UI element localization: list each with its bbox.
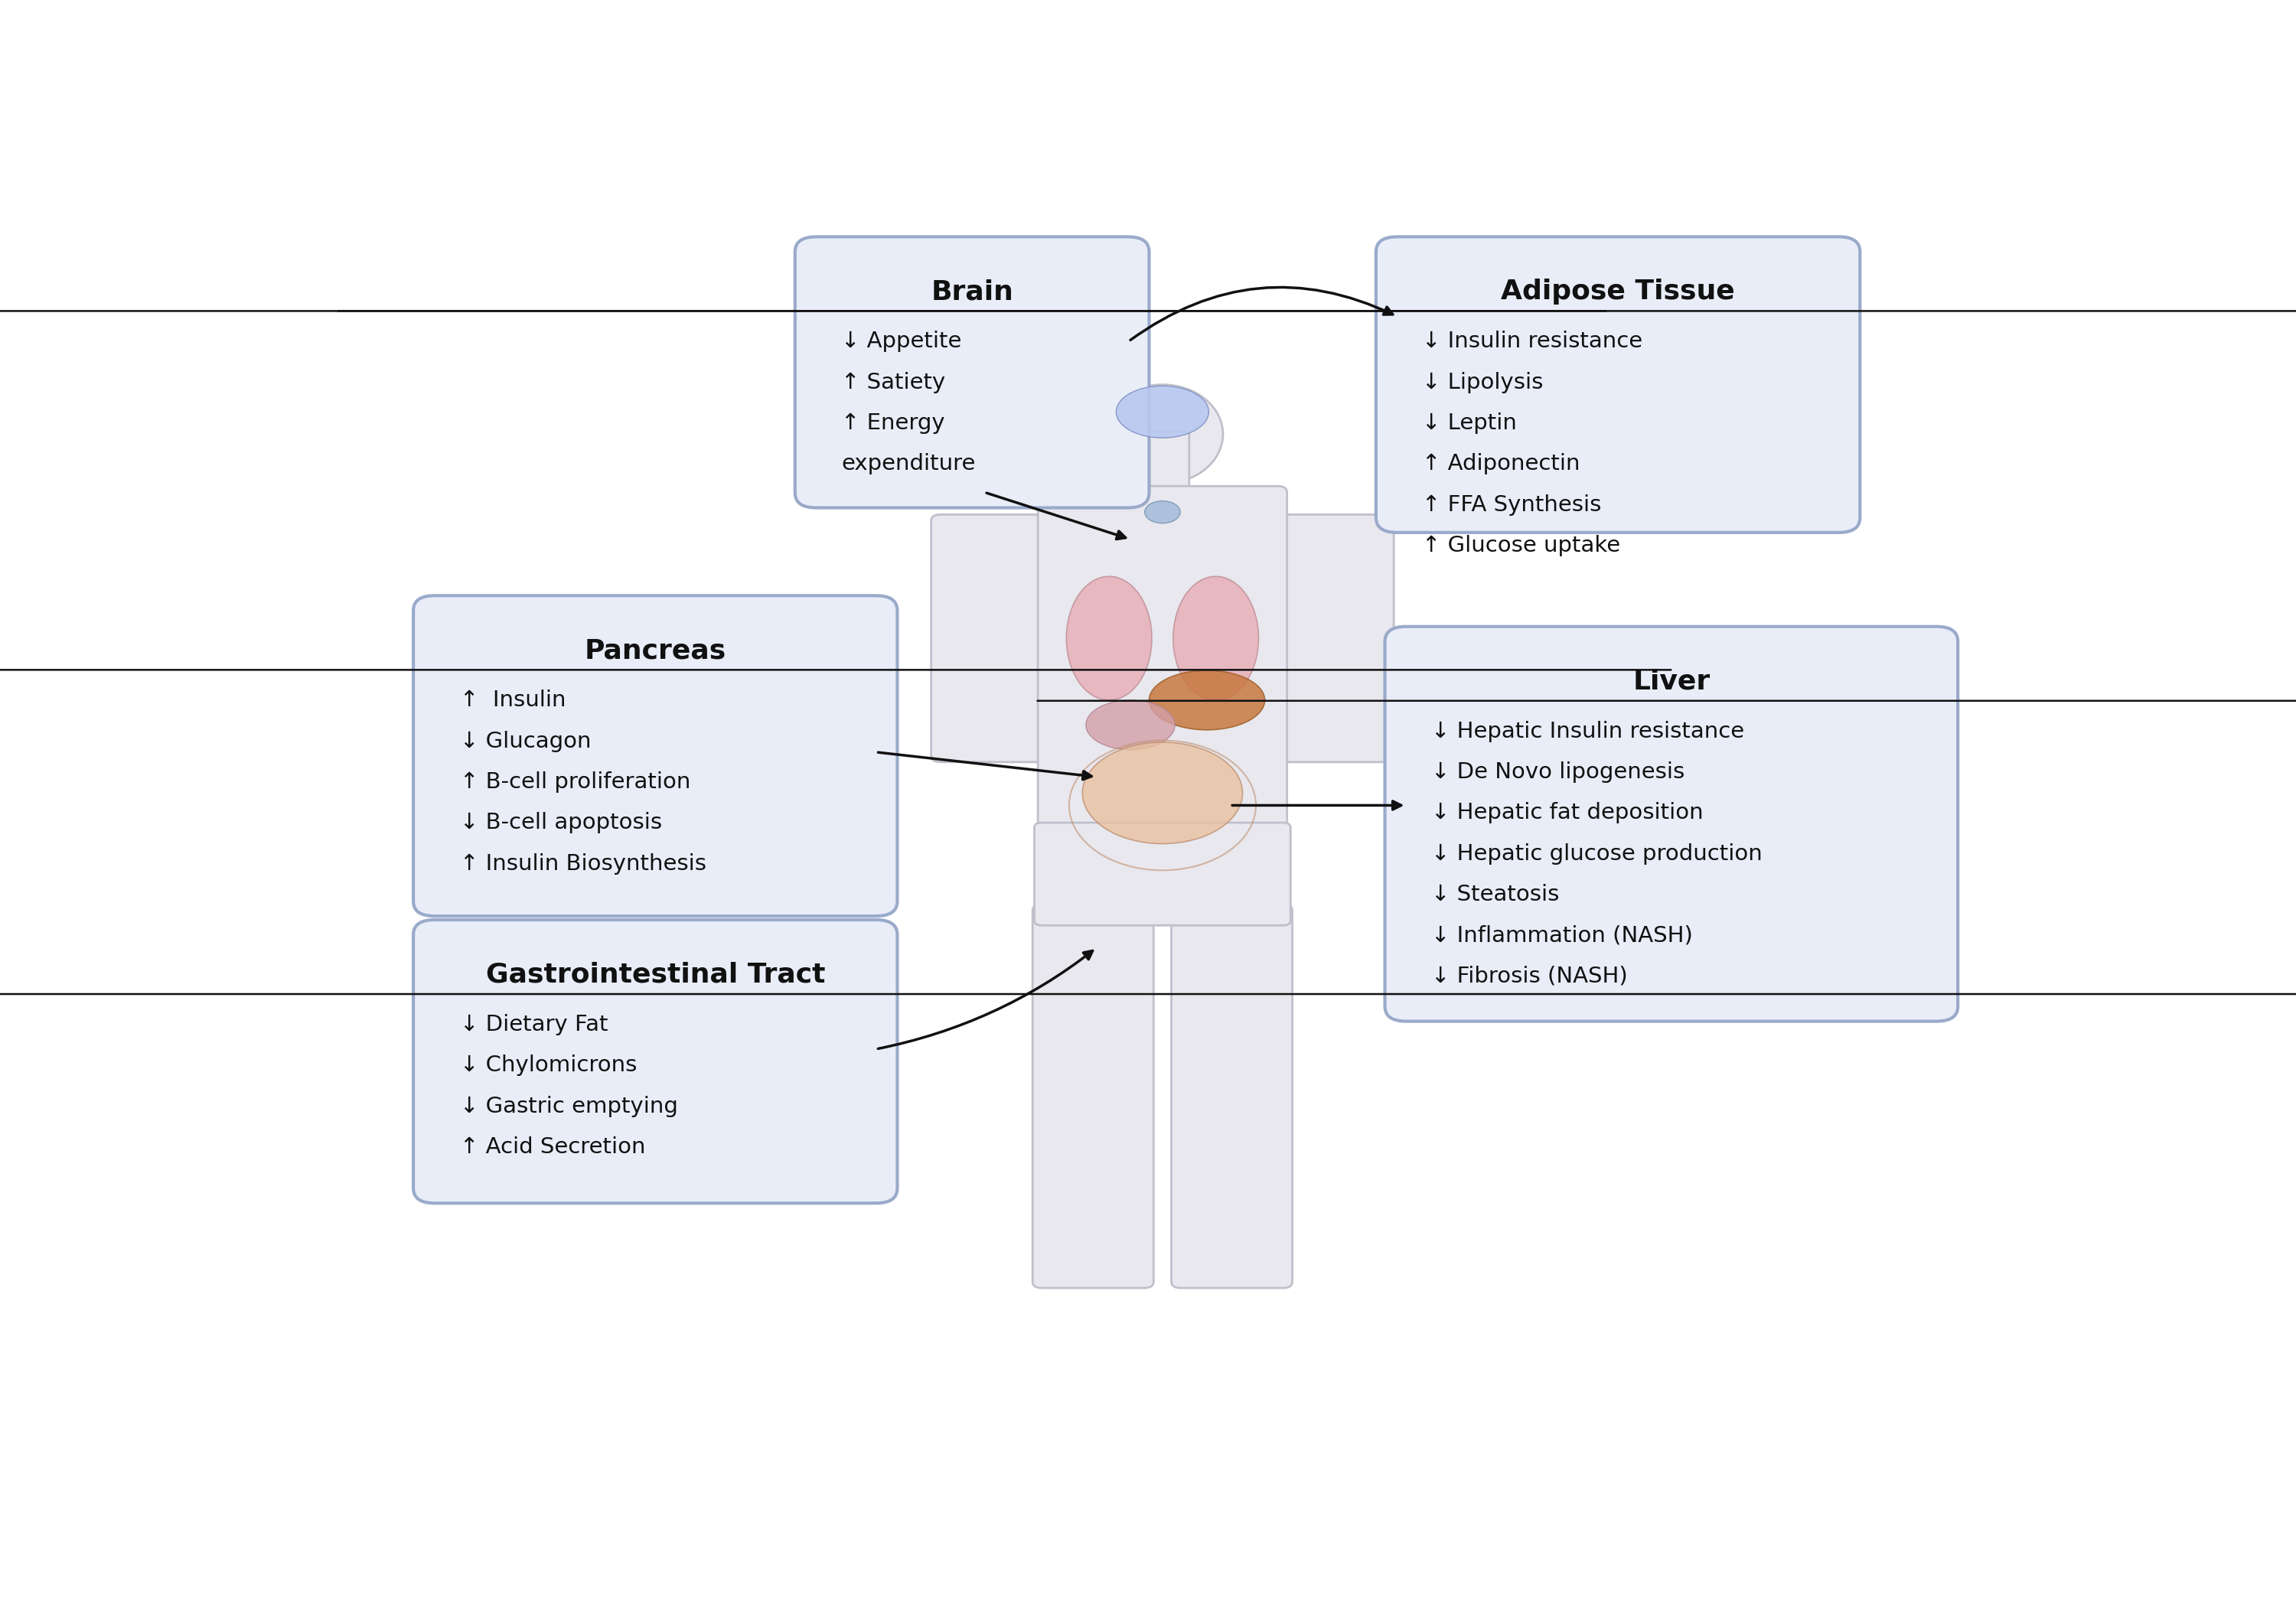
Text: ↓ Hepatic glucose production: ↓ Hepatic glucose production (1430, 844, 1763, 865)
Text: Gastrointestinal Tract: Gastrointestinal Tract (487, 963, 824, 988)
Text: ↓ Inflammation (NASH): ↓ Inflammation (NASH) (1430, 924, 1692, 947)
Ellipse shape (1146, 501, 1180, 524)
Text: expenditure: expenditure (840, 453, 976, 474)
FancyBboxPatch shape (1270, 514, 1394, 762)
Text: ↓ B-cell apoptosis: ↓ B-cell apoptosis (459, 812, 661, 834)
FancyBboxPatch shape (794, 236, 1148, 508)
Text: ↑ Insulin Biosynthesis: ↑ Insulin Biosynthesis (459, 853, 707, 874)
FancyBboxPatch shape (1033, 905, 1153, 1287)
Ellipse shape (1081, 742, 1242, 844)
Text: Adipose Tissue: Adipose Tissue (1502, 280, 1736, 305)
Text: ↑ Energy: ↑ Energy (840, 413, 946, 434)
Text: Brain: Brain (930, 280, 1013, 305)
Text: ↑ B-cell proliferation: ↑ B-cell proliferation (459, 771, 691, 792)
FancyBboxPatch shape (1033, 823, 1290, 926)
Text: ↑ Acid Secretion: ↑ Acid Secretion (459, 1136, 645, 1157)
FancyBboxPatch shape (1171, 905, 1293, 1287)
Text: ↓ Lipolysis: ↓ Lipolysis (1421, 371, 1543, 394)
Text: ↓ Leptin: ↓ Leptin (1421, 413, 1518, 434)
Text: ↑ FFA Synthesis: ↑ FFA Synthesis (1421, 493, 1603, 516)
Text: ↓ Chylomicrons: ↓ Chylomicrons (459, 1054, 636, 1077)
FancyBboxPatch shape (1038, 485, 1288, 845)
Text: ↓ Fibrosis (NASH): ↓ Fibrosis (NASH) (1430, 966, 1628, 987)
Ellipse shape (1102, 384, 1224, 484)
Text: ↓ Hepatic fat deposition: ↓ Hepatic fat deposition (1430, 802, 1704, 824)
FancyBboxPatch shape (1137, 432, 1189, 501)
Text: ↑ Glucose uptake: ↑ Glucose uptake (1421, 535, 1621, 556)
Text: ↓ Gastric emptying: ↓ Gastric emptying (459, 1096, 677, 1117)
Text: ↓ Insulin resistance: ↓ Insulin resistance (1421, 331, 1642, 352)
FancyBboxPatch shape (932, 514, 1056, 762)
Text: ↑ Adiponectin: ↑ Adiponectin (1421, 453, 1580, 474)
Text: ↓ Steatosis: ↓ Steatosis (1430, 884, 1559, 905)
Text: Liver: Liver (1632, 669, 1711, 694)
Ellipse shape (1065, 577, 1153, 701)
FancyBboxPatch shape (1384, 627, 1958, 1022)
Ellipse shape (1086, 701, 1176, 749)
Text: ↑  Insulin: ↑ Insulin (459, 689, 565, 710)
Text: ↓ Hepatic Insulin resistance: ↓ Hepatic Insulin resistance (1430, 720, 1745, 742)
Text: ↑ Satiety: ↑ Satiety (840, 371, 946, 394)
FancyBboxPatch shape (1375, 236, 1860, 532)
Ellipse shape (1173, 577, 1258, 701)
Ellipse shape (1148, 670, 1265, 730)
Ellipse shape (1116, 386, 1208, 437)
Text: Pancreas: Pancreas (585, 638, 726, 664)
Text: ↓ De Novo lipogenesis: ↓ De Novo lipogenesis (1430, 762, 1685, 783)
FancyBboxPatch shape (413, 596, 898, 916)
Text: ↓ Glucagon: ↓ Glucagon (459, 731, 590, 752)
Text: ↓ Dietary Fat: ↓ Dietary Fat (459, 1014, 608, 1035)
Text: ↓ Appetite: ↓ Appetite (840, 331, 962, 352)
FancyBboxPatch shape (413, 919, 898, 1204)
